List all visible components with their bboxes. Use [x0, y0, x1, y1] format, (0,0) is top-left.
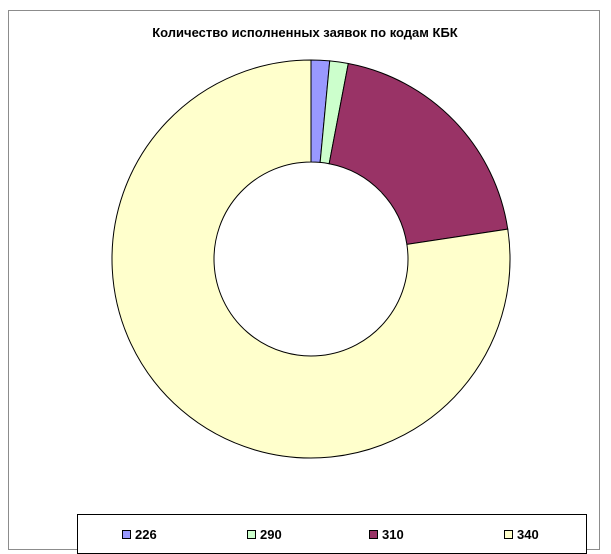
chart-title: Количество исполненных заявок по кодам К…	[152, 25, 458, 40]
legend-swatch-310	[369, 529, 378, 539]
legend-label-310: 310	[382, 526, 404, 542]
legend-swatch-226	[122, 529, 131, 539]
legend: 226 290 310 340	[77, 514, 587, 554]
legend-label-290: 290	[260, 526, 282, 542]
chart-area: Количество исполненных заявок по кодам К…	[8, 10, 600, 554]
legend-swatch-340	[504, 529, 513, 539]
legend-item-226: 226	[122, 526, 157, 542]
legend-item-340: 340	[504, 526, 539, 542]
legend-label-340: 340	[517, 526, 539, 542]
legend-item-290: 290	[247, 526, 282, 542]
doughnut-slice-310	[328, 62, 509, 245]
doughnut-chart	[111, 59, 511, 459]
doughnut-slice-340	[111, 59, 511, 459]
legend-swatch-290	[247, 529, 256, 539]
legend-label-226: 226	[135, 526, 157, 542]
legend-item-310: 310	[369, 526, 404, 542]
